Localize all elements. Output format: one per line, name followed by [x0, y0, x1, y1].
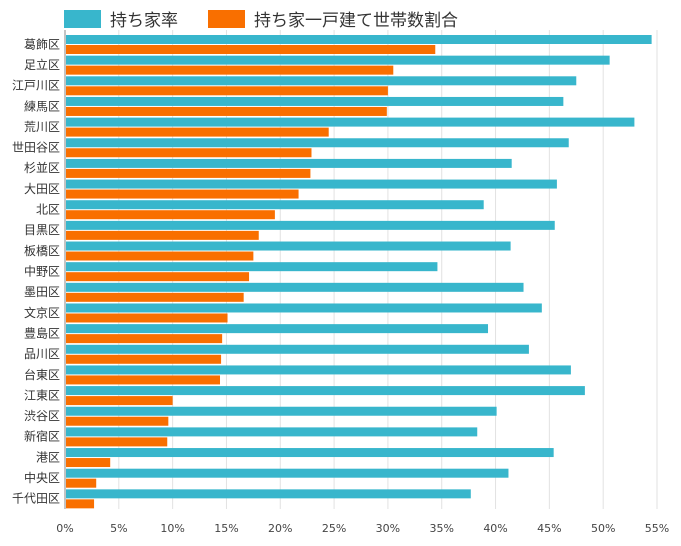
bar-detached-house-ratio: 目黒区 持ち家一戸建て世帯数割合 18%	[66, 230, 259, 240]
bar-ownership-rate: 江東区 持ち家率 48.3%	[66, 386, 585, 396]
bar-ownership-rate: 足立区 持ち家率 50.6%	[66, 55, 610, 65]
category-label: 練馬区	[24, 99, 60, 113]
category-label: 足立区	[24, 57, 60, 72]
category-label: 中央区	[24, 470, 60, 485]
x-tick-label: 40%	[483, 522, 507, 535]
bar-ownership-rate: 品川区 持ち家率 43.1%	[66, 344, 529, 354]
bar-detached-house-ratio: 品川区 持ち家一戸建て世帯数割合 14.5%	[66, 354, 222, 364]
bar-detached-house-ratio: 千代田区 持ち家一戸建て世帯数割合 2.7%	[66, 499, 95, 509]
bar-ownership-rate: 文京区 持ち家率 44.3%	[66, 303, 542, 313]
bar-ownership-rate: 板橋区 持ち家率 41.4%	[66, 241, 511, 251]
category-label: 品川区	[24, 347, 60, 361]
bar-ownership-rate: 墨田区 持ち家率 42.6%	[66, 282, 524, 292]
category-label: 荒川区	[24, 120, 60, 134]
legend-swatch	[208, 9, 245, 28]
category-label: 江東区	[24, 388, 60, 402]
category-label: 北区	[36, 203, 60, 217]
x-tick-label: 50%	[591, 522, 615, 535]
category-label: 世田谷区	[12, 141, 60, 155]
bar-ownership-rate: 練馬区 持ち家率 46.3%	[66, 96, 564, 106]
bar-ownership-rate: 大田区 持ち家率 45.7%	[66, 179, 557, 189]
bar-ownership-rate: 新宿区 持ち家率 38.3%	[66, 427, 478, 437]
category-label: 豊島区	[24, 325, 60, 340]
x-tick-label: 25%	[322, 522, 346, 535]
legend-label: 持ち家一戸建て世帯数割合	[254, 11, 458, 31]
category-label: 文京区	[24, 305, 60, 320]
bar-ownership-rate: 千代田区 持ち家率 37.7%	[66, 489, 471, 499]
bar-detached-house-ratio: 江東区 持ち家一戸建て世帯数割合 10%	[66, 396, 173, 406]
bar-detached-house-ratio: 練馬区 持ち家一戸建て世帯数割合 29.9%	[66, 106, 387, 116]
bar-detached-house-ratio: 新宿区 持ち家一戸建て世帯数割合 9.5%	[66, 437, 168, 447]
bar-detached-house-ratio: 北区 持ち家一戸建て世帯数割合 19.5%	[66, 210, 275, 220]
legend-label: 持ち家率	[110, 11, 178, 31]
bar-ownership-rate: 荒川区 持ち家率 52.9%	[66, 117, 635, 127]
bar-detached-house-ratio: 世田谷区 持ち家一戸建て世帯数割合 22.9%	[66, 148, 312, 158]
category-label: 渋谷区	[24, 409, 60, 423]
bar-ownership-rate: 中央区 持ち家率 41.2%	[66, 468, 509, 478]
bar-ownership-rate: 目黒区 持ち家率 45.5%	[66, 220, 555, 230]
bar-ownership-rate: 北区 持ち家率 38.9%	[66, 200, 484, 210]
bar-ownership-rate: 江戸川区 持ち家率 47.5%	[66, 76, 577, 86]
category-label: 新宿区	[24, 429, 60, 444]
x-tick-label: 45%	[537, 522, 561, 535]
bar-detached-house-ratio: 墨田区 持ち家一戸建て世帯数割合 16.6%	[66, 292, 244, 302]
bar-detached-house-ratio: 杉並区 持ち家一戸建て世帯数割合 22.8%	[66, 168, 311, 178]
legend-item-detached-house-ratio[interactable]: 持ち家一戸建て世帯数割合	[208, 6, 458, 31]
x-tick-label: 10%	[160, 522, 184, 535]
bar-ownership-rate: 台東区 持ち家率 47%	[66, 365, 571, 375]
bar-ownership-rate: 杉並区 持ち家率 41.5%	[66, 158, 512, 168]
category-label: 目黒区	[24, 223, 60, 237]
bar-detached-house-ratio: 荒川区 持ち家一戸建て世帯数割合 24.5%	[66, 127, 329, 137]
bar-ownership-rate: 世田谷区 持ち家率 46.8%	[66, 138, 569, 148]
bar-detached-house-ratio: 足立区 持ち家一戸建て世帯数割合 30.5%	[66, 65, 394, 75]
category-label: 台東区	[24, 367, 60, 382]
category-label: 墨田区	[24, 285, 60, 299]
x-tick-label: 5%	[110, 522, 127, 535]
legend: 持ち家率 持ち家一戸建て世帯数割合	[64, 6, 488, 31]
bar-ownership-rate: 渋谷区 持ち家率 40.1%	[66, 406, 497, 416]
bar-detached-house-ratio: 中野区 持ち家一戸建て世帯数割合 17.1%	[66, 272, 250, 282]
bar-detached-house-ratio: 豊島区 持ち家一戸建て世帯数割合 14.6%	[66, 334, 223, 344]
x-tick-label: 30%	[376, 522, 400, 535]
bar-detached-house-ratio: 文京区 持ち家一戸建て世帯数割合 15.1%	[66, 313, 228, 323]
category-label: 大田区	[24, 182, 60, 196]
category-label: 中野区	[24, 264, 60, 279]
x-tick-label: 15%	[214, 522, 238, 535]
x-tick-label: 35%	[430, 522, 454, 535]
bar-detached-house-ratio: 大田区 持ち家一戸建て世帯数割合 21.7%	[66, 189, 299, 199]
category-label: 葛飾区	[24, 37, 60, 51]
category-label: 江戸川区	[12, 79, 60, 93]
bar-ownership-rate: 葛飾区 持ち家率 54.5%	[66, 35, 652, 44]
bar-detached-house-ratio: 渋谷区 持ち家一戸建て世帯数割合 9.6%	[66, 416, 169, 426]
category-label: 杉並区	[24, 161, 60, 175]
bar-ownership-rate: 港区 持ち家率 45.4%	[66, 448, 554, 458]
bar-ownership-rate: 中野区 持ち家率 34.6%	[66, 262, 438, 272]
x-tick-label: 0%	[56, 522, 73, 535]
bar-detached-house-ratio: 江戸川区 持ち家一戸建て世帯数割合 30%	[66, 86, 388, 96]
category-label: 板橋区	[24, 244, 60, 258]
bar-detached-house-ratio: 板橋区 持ち家一戸建て世帯数割合 17.5%	[66, 251, 254, 261]
category-label: 港区	[36, 450, 60, 464]
legend-item-ownership-rate[interactable]: 持ち家率	[64, 6, 178, 31]
bar-detached-house-ratio: 台東区 持ち家一戸建て世帯数割合 14.4%	[66, 375, 220, 385]
bar-detached-house-ratio: 中央区 持ち家一戸建て世帯数割合 2.9%	[66, 478, 97, 488]
bar-ownership-rate: 豊島区 持ち家率 39.3%	[66, 324, 489, 334]
legend-swatch	[64, 9, 101, 28]
x-tick-label: 20%	[268, 522, 292, 535]
bar-detached-house-ratio: 港区 持ち家一戸建て世帯数割合 4.2%	[66, 458, 111, 468]
bar-detached-house-ratio: 葛飾区 持ち家一戸建て世帯数割合 34.4%	[66, 45, 436, 54]
x-tick-label: 55%	[645, 522, 669, 535]
category-label: 千代田区	[12, 492, 60, 506]
